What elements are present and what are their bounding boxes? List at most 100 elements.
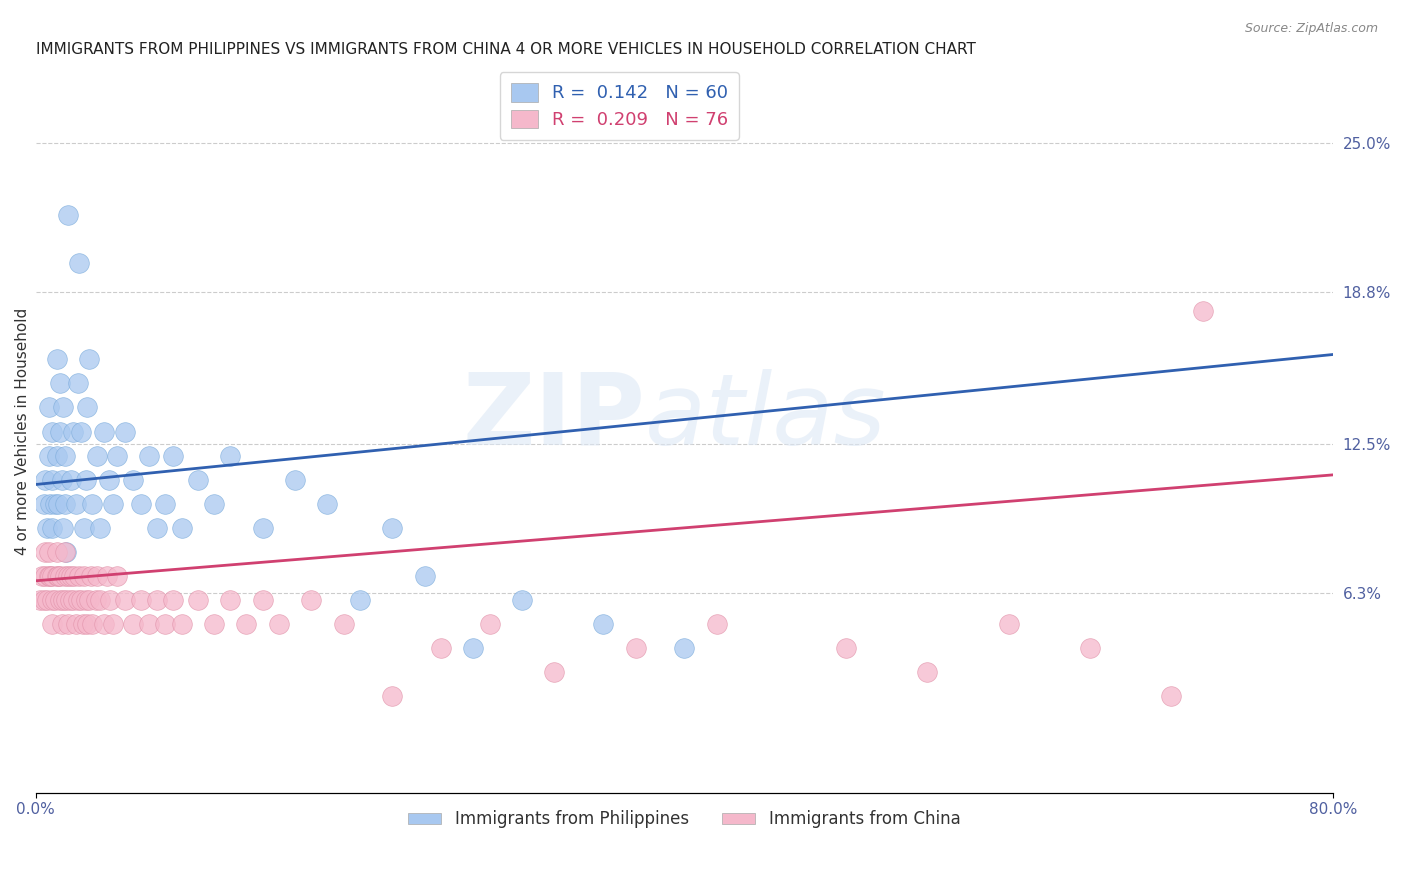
Point: [41, 569, 63, 583]
Point: [72, 617, 94, 632]
Point: [51, 617, 73, 632]
Point: [73, 569, 96, 583]
Point: [59, 593, 82, 607]
Point: [1160, 690, 1182, 704]
Point: [706, 617, 728, 632]
Point: [41, 593, 63, 607]
Point: [219, 593, 242, 607]
Text: Source: ZipAtlas.com: Source: ZipAtlas.com: [1244, 22, 1378, 36]
Point: [284, 473, 307, 487]
Point: [44, 593, 66, 607]
Point: [146, 521, 169, 535]
Point: [70, 425, 93, 439]
Point: [252, 521, 274, 535]
Point: [34, 545, 56, 559]
Point: [114, 425, 136, 439]
Point: [55, 545, 77, 559]
Point: [316, 497, 339, 511]
Point: [51, 473, 73, 487]
Point: [38, 545, 60, 559]
Point: [463, 641, 485, 656]
Text: atlas: atlas: [645, 368, 887, 466]
Point: [155, 497, 177, 511]
Point: [31, 569, 53, 583]
Point: [49, 593, 72, 607]
Point: [478, 617, 501, 632]
Point: [38, 569, 60, 583]
Point: [39, 569, 62, 583]
Point: [114, 593, 136, 607]
Point: [56, 617, 79, 632]
Point: [138, 449, 160, 463]
Point: [45, 352, 67, 367]
Point: [67, 256, 90, 270]
Point: [32, 497, 55, 511]
Point: [45, 569, 67, 583]
Point: [41, 521, 63, 535]
Point: [413, 569, 436, 583]
Point: [65, 497, 87, 511]
Point: [1078, 641, 1101, 656]
Point: [70, 593, 93, 607]
Point: [235, 617, 257, 632]
Point: [93, 617, 115, 632]
Y-axis label: 4 or more Vehicles in Household: 4 or more Vehicles in Household: [15, 308, 30, 555]
Point: [80, 569, 103, 583]
Point: [162, 449, 184, 463]
Point: [75, 473, 97, 487]
Point: [98, 593, 121, 607]
Point: [624, 641, 647, 656]
Point: [41, 425, 63, 439]
Point: [129, 497, 152, 511]
Point: [592, 617, 614, 632]
Point: [53, 497, 76, 511]
Point: [34, 473, 56, 487]
Point: [53, 545, 76, 559]
Point: [89, 521, 111, 535]
Point: [138, 617, 160, 632]
Point: [49, 425, 72, 439]
Point: [835, 641, 858, 656]
Point: [82, 617, 104, 632]
Point: [121, 473, 143, 487]
Point: [38, 401, 60, 415]
Point: [45, 449, 67, 463]
Point: [52, 593, 75, 607]
Point: [349, 593, 371, 607]
Point: [55, 593, 77, 607]
Point: [62, 425, 84, 439]
Point: [84, 593, 107, 607]
Point: [41, 617, 63, 632]
Point: [41, 473, 63, 487]
Point: [543, 665, 565, 680]
Point: [105, 569, 128, 583]
Point: [510, 593, 533, 607]
Point: [252, 593, 274, 607]
Point: [77, 352, 100, 367]
Point: [219, 449, 242, 463]
Point: [75, 593, 97, 607]
Point: [187, 473, 209, 487]
Point: [121, 617, 143, 632]
Point: [62, 593, 84, 607]
Point: [73, 521, 96, 535]
Point: [32, 593, 55, 607]
Text: IMMIGRANTS FROM PHILIPPINES VS IMMIGRANTS FROM CHINA 4 OR MORE VEHICLES IN HOUSE: IMMIGRANTS FROM PHILIPPINES VS IMMIGRANT…: [35, 42, 976, 57]
Point: [53, 569, 76, 583]
Point: [673, 641, 696, 656]
Point: [430, 641, 453, 656]
Legend: Immigrants from Philippines, Immigrants from China: Immigrants from Philippines, Immigrants …: [401, 804, 967, 835]
Point: [103, 497, 125, 511]
Point: [155, 617, 177, 632]
Point: [60, 569, 83, 583]
Point: [97, 473, 120, 487]
Point: [77, 593, 100, 607]
Point: [45, 545, 67, 559]
Point: [105, 449, 128, 463]
Point: [1192, 304, 1215, 318]
Point: [46, 497, 69, 511]
Point: [187, 593, 209, 607]
Point: [52, 401, 75, 415]
Point: [96, 569, 118, 583]
Point: [38, 449, 60, 463]
